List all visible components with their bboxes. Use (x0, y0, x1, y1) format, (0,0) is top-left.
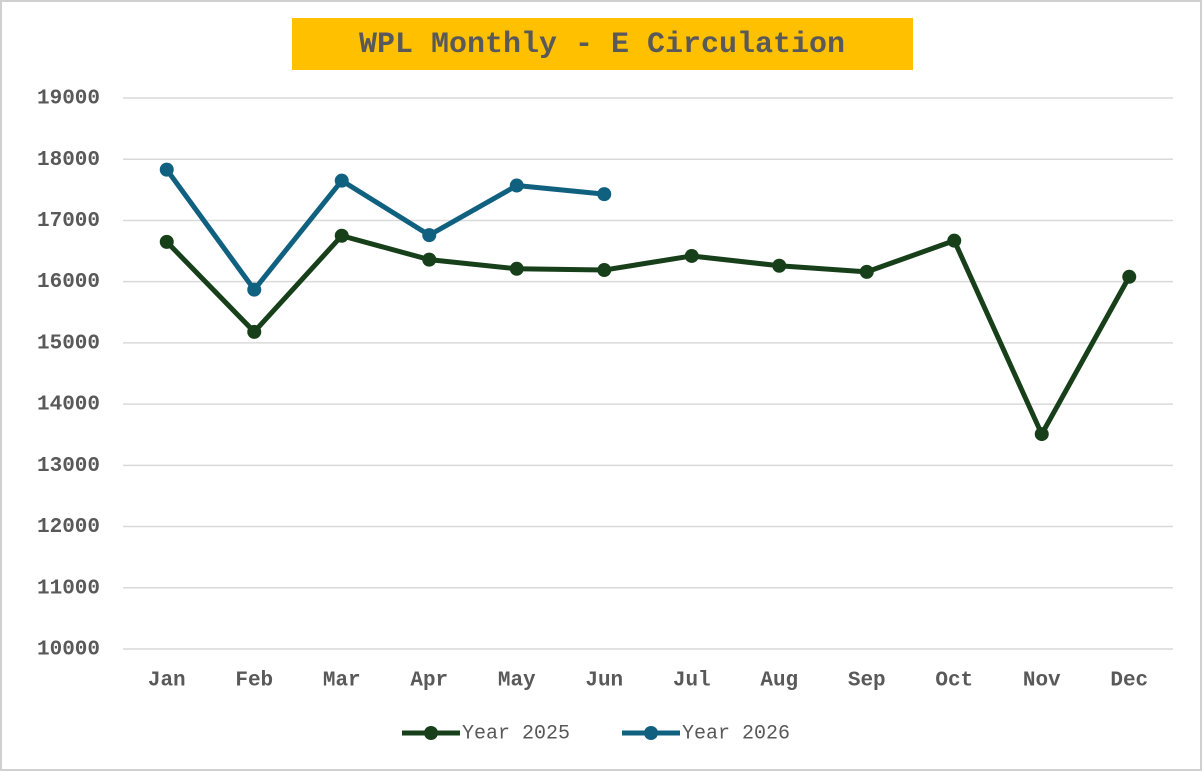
data-point (422, 228, 437, 243)
y-tick-label: 19000 (37, 88, 100, 111)
data-point (772, 258, 787, 273)
data-point (597, 263, 612, 278)
data-point (509, 261, 524, 276)
x-tick-label: Aug (760, 670, 798, 693)
data-point (334, 173, 349, 188)
legend-label: Year 2025 (462, 722, 570, 745)
y-tick-label: 13000 (37, 455, 100, 478)
data-point (1122, 269, 1137, 284)
legend-marker (424, 726, 438, 740)
data-point (1034, 427, 1049, 442)
x-tick-label: Oct (935, 670, 973, 693)
x-tick-label: Jun (585, 670, 623, 693)
x-tick-label: Jan (148, 670, 186, 693)
y-tick-label: 12000 (37, 516, 100, 539)
x-tick-label: Sep (848, 670, 886, 693)
data-point (334, 228, 349, 243)
x-tick-label: Feb (235, 670, 273, 693)
y-tick-label: 11000 (37, 577, 100, 600)
series-line (164, 233, 1132, 437)
y-tick-label: 15000 (37, 332, 100, 355)
data-point (947, 233, 962, 248)
legend-marker (644, 726, 658, 740)
y-tick-label: 10000 (37, 639, 100, 662)
y-tick-label: 14000 (37, 394, 100, 417)
data-point (859, 264, 874, 279)
x-tick-label: Jul (673, 670, 711, 693)
y-tick-label: 17000 (37, 210, 100, 233)
data-point (247, 282, 262, 297)
x-tick-label: Dec (1110, 670, 1148, 693)
data-point (247, 324, 262, 339)
chart-title: WPL Monthly - E Circulation (359, 28, 845, 62)
data-point (422, 252, 437, 267)
x-tick-label: Mar (323, 670, 361, 693)
series-line (164, 168, 605, 293)
data-point (509, 178, 524, 193)
y-tick-label: 18000 (37, 149, 100, 172)
x-tick-label: Apr (410, 670, 448, 693)
data-point (684, 248, 699, 263)
data-point (597, 187, 612, 202)
data-point (159, 162, 174, 177)
x-tick-label: Nov (1023, 670, 1061, 693)
y-tick-label: 16000 (37, 271, 100, 294)
data-point (159, 234, 174, 249)
x-tick-label: May (498, 670, 536, 693)
title-box (292, 18, 913, 70)
legend-label: Year 2026 (682, 722, 790, 745)
